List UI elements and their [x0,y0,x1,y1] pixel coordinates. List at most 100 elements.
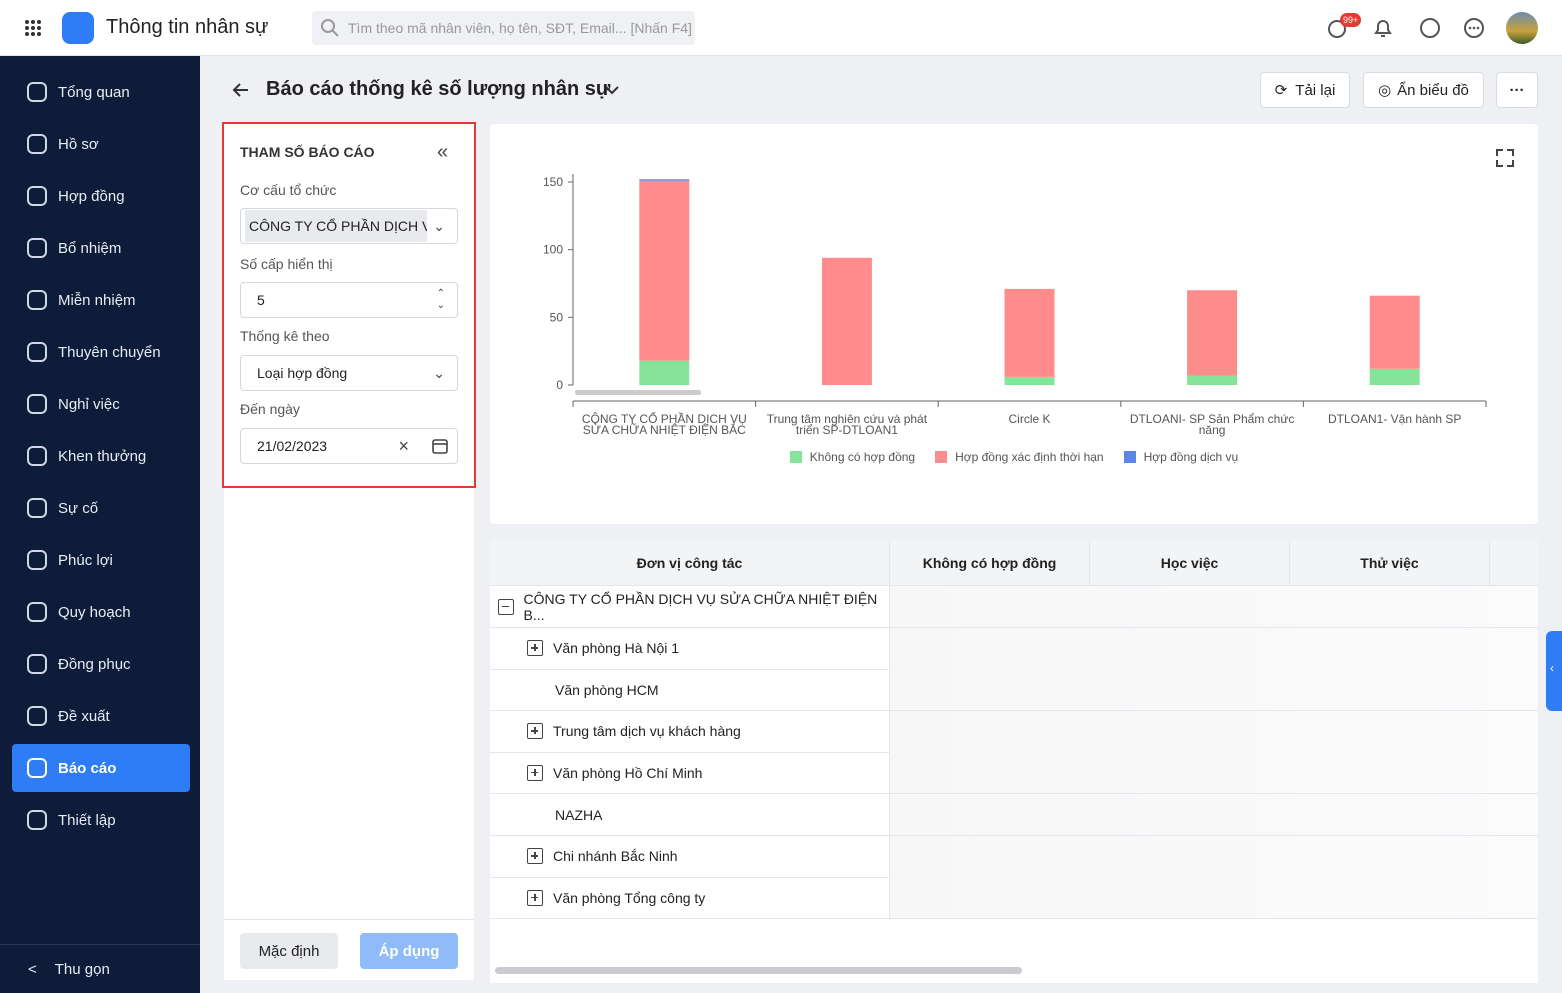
expand-toggle[interactable] [527,848,543,865]
bell-icon[interactable] [1372,17,1394,39]
row-label: NAZHA [555,806,603,823]
org-select[interactable]: CÔNG TY CỔ PHẦN DỊCH VỤ ⌄ [240,208,458,244]
bar-segment [1004,288,1055,377]
apply-button[interactable]: Áp dụng [360,933,458,969]
nav-icon [27,446,47,466]
bar-segment [1369,295,1420,369]
bar-segment [1004,376,1055,385]
expand-toggle[interactable] [498,598,514,615]
sidebar: < Thu gọn Tổng quan Hồ sơ Hợp đồng Bổ nhiệm M… [0,56,200,993]
field-label: Thống kê theo [240,328,330,344]
nav-item[interactable]: Phúc lợi [12,536,190,584]
bar-segment [639,360,690,385]
reload-button[interactable]: ⟳ Tải lại [1260,72,1350,108]
row-label: Trung tâm dịch vụ khách hàng [553,723,741,740]
legend-item: Hợp đồng xác định thời hạn [935,450,1104,464]
expand-icon[interactable] [1496,149,1514,167]
nav-item[interactable]: Thuyên chuyển [12,328,190,376]
nav-label: Tổng quan [58,83,130,101]
nav-icon [27,186,47,206]
nav-icon [27,82,47,102]
x-tick-label: Trung tâm nghiên cứu và phát triển SP-DT… [766,412,928,437]
nav-item[interactable]: Miễn nhiệm [12,276,190,324]
nav-label: Đề xuất [58,707,110,725]
blurred-cells [890,752,1538,795]
help-icon[interactable] [1419,17,1441,39]
levels-input[interactable]: 5 ⌃ ⌄ [240,282,458,318]
bar-segment [1187,375,1238,385]
expand-toggle[interactable] [527,640,543,657]
calendar-icon[interactable] [431,437,449,455]
data-table: Đơn vị công tác Không có hợp đồng Học việc… [490,540,1538,983]
nav-item[interactable]: Báo cáo [12,744,190,792]
nav-item[interactable]: Đề xuất [12,692,190,740]
column-header: Đơn vị công tác [490,540,890,586]
hide-chart-label: Ẩn biểu đồ [1397,81,1469,99]
column-header: Thử việc [1290,540,1490,586]
nav-label: Khen thưởng [58,447,147,465]
more-icon[interactable] [1463,17,1485,39]
nav-item[interactable]: Thiết lập [12,796,190,844]
nav-label: Quy hoạch [58,603,131,621]
default-button[interactable]: Mặc định [240,933,338,969]
collapse-params[interactable]: « [437,141,449,163]
blurred-cells [890,835,1538,878]
app-logo [62,12,94,44]
row-name: Văn phòng HCM [490,669,890,712]
bar-segment [639,180,690,361]
chart-scrollbar[interactable] [575,390,701,395]
collapse-button[interactable]: < Thu gọn [28,961,110,978]
back-icon[interactable] [230,80,252,100]
stat-select[interactable]: Loại hợp đồng ⌄ [240,355,458,391]
blurred-cells [890,794,1538,836]
nav-item[interactable]: Hồ sơ [12,120,190,168]
blurred-cells [890,669,1538,712]
nav-label: Nghỉ việc [58,395,120,413]
apps-icon[interactable] [24,19,42,37]
expand-toggle[interactable] [527,723,543,740]
nav-item[interactable]: Nghỉ việc [12,380,190,428]
nav-label: Bổ nhiệm [58,239,122,257]
top-bar: Thông tin nhân sự Tìm theo mã nhân viên,… [0,0,1562,56]
expand-toggle[interactable] [527,764,543,781]
nav-item[interactable]: Hợp đồng [12,172,190,220]
field-label: Số cấp hiển thị [240,256,333,272]
table-scrollbar[interactable] [495,967,1022,974]
bar-segment [821,257,872,385]
nav-label: Thuyên chuyển [58,343,161,361]
nav-item[interactable]: Tổng quan [12,68,190,116]
row-name: CÔNG TY CỔ PHẦN DỊCH VỤ SỬA CHỮA NHIỆT Đ… [490,586,890,628]
blurred-cells [890,877,1538,920]
row-name: Văn phòng Hà Nội 1 [490,627,890,670]
bar-segment [639,179,690,181]
nav-item[interactable]: Sự cố [12,484,190,532]
nav-item[interactable]: Bổ nhiệm [12,224,190,272]
nav-item[interactable]: Quy hoạch [12,588,190,636]
date-input[interactable]: 21/02/2023 × [240,428,458,464]
nav-icon [27,342,47,362]
hide-chart-button[interactable]: ◎ Ẩn biểu đồ [1363,72,1484,108]
expand-toggle[interactable] [527,889,543,906]
nav-item[interactable]: Khen thưởng [12,432,190,480]
nav-icon [27,134,47,154]
nav-label: Miễn nhiệm [58,291,136,309]
nav-icon [27,498,47,518]
avatar[interactable] [1506,12,1538,44]
field-label: Cơ cấu tổ chức [240,182,337,198]
reload-label: Tải lại [1295,81,1336,99]
alarm-icon[interactable] [1326,17,1350,41]
search-box[interactable]: Tìm theo mã nhân viên, họ tên, SĐT, Emai… [312,11,695,45]
legend-item: Hợp đồng dịch vụ [1123,450,1238,464]
org-value: CÔNG TY CỔ PHẦN DỊCH VỤ [245,210,427,242]
side-tab[interactable]: ‹ [1546,631,1562,711]
more-button[interactable]: ··· [1496,72,1538,108]
page-title: Báo cáo thống kê số lượng nhân sự [266,78,611,100]
column-header: Học việc [1090,540,1290,586]
row-label: Văn phòng Tổng công ty [553,889,706,906]
title-dropdown[interactable] [604,84,620,96]
nav-label: Báo cáo [58,759,117,777]
sidebar-divider [0,944,200,945]
nav-item[interactable]: Đồng phục [12,640,190,688]
nav-label: Phúc lợi [58,551,113,569]
